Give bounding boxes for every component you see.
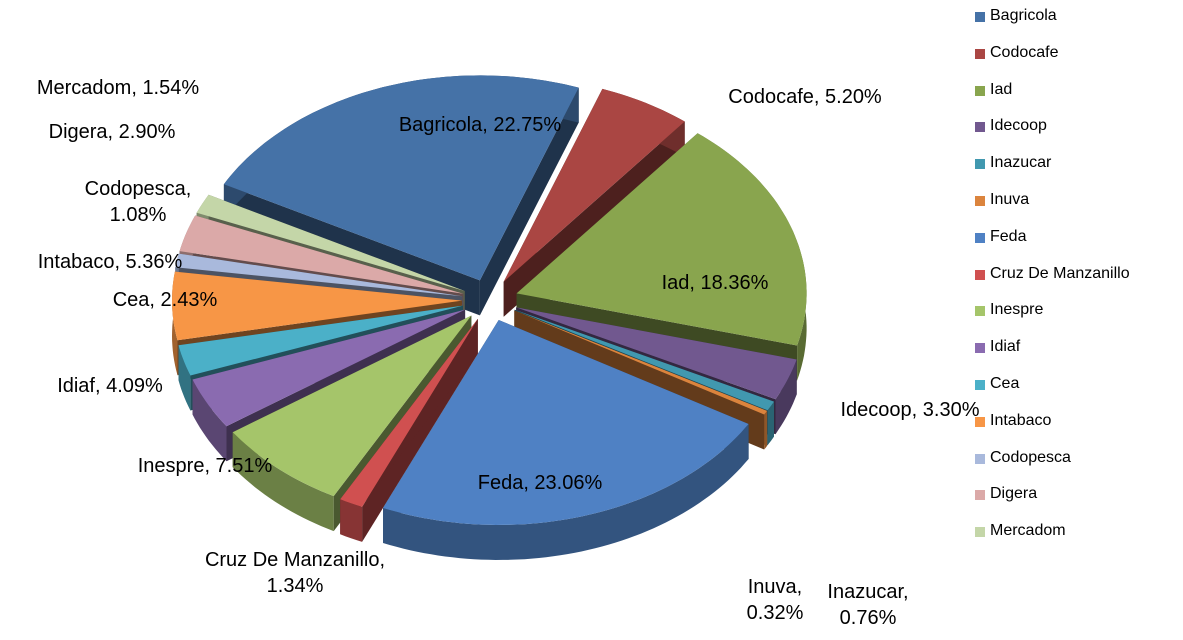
- slice: [172, 271, 462, 341]
- legend-swatch: [975, 12, 985, 22]
- slice: [175, 253, 463, 297]
- legend-swatch: [975, 453, 985, 464]
- slice: [178, 305, 463, 376]
- data-label: Mercadom, 1.54%: [36, 77, 200, 99]
- legend-swatch: [975, 85, 985, 96]
- slice-side: [383, 424, 749, 560]
- slice-side: [764, 410, 768, 450]
- legend-label: Idecoop: [990, 117, 1047, 135]
- legend-swatch: [975, 416, 985, 427]
- data-label: Inazucar, 0.76%: [827, 581, 909, 629]
- legend-swatch: [975, 527, 985, 538]
- data-label: Inuva, 0.32%: [746, 576, 804, 624]
- legend-label: Codopesca: [990, 448, 1071, 466]
- data-label: Cruz De Manzanillo, 1.34%: [204, 549, 386, 597]
- legend-label: Digera: [990, 485, 1038, 503]
- slice: [179, 215, 464, 294]
- slice: [196, 194, 465, 291]
- slice: [514, 309, 774, 411]
- slice-face: [479, 87, 579, 316]
- data-label: Idiaf, 4.09%: [57, 375, 163, 397]
- legend-label: Iad: [990, 80, 1013, 98]
- slice-side: [775, 359, 797, 435]
- data-label: Idecoop, 3.30%: [840, 399, 980, 421]
- legend-swatch: [975, 232, 985, 243]
- legend-label: Feda: [990, 227, 1027, 245]
- legend-swatch: [975, 122, 985, 133]
- legend-swatch: [975, 48, 985, 59]
- slice: [503, 88, 685, 282]
- slice: [232, 315, 472, 497]
- legend-swatch: [975, 306, 985, 317]
- legend-label: Bagricola: [990, 7, 1057, 24]
- legend-label: Cea: [990, 375, 1020, 392]
- legend-label: Mercadom: [990, 522, 1066, 540]
- legend-label: Inespre: [990, 301, 1044, 319]
- legend-label: Cruz De Manzanillo: [990, 264, 1130, 282]
- data-label: Intabaco, 5.36%: [37, 251, 183, 273]
- legend-swatch: [975, 380, 985, 390]
- slice: [223, 75, 579, 281]
- slice-side: [340, 499, 363, 542]
- data-label: Iad, 18.36%: [661, 272, 769, 294]
- data-label: Feda, 23.06%: [477, 472, 603, 494]
- legend-swatch: [975, 269, 985, 280]
- legend-label: Inazucar: [990, 154, 1052, 172]
- slice: [516, 307, 797, 400]
- legend-label: Inuva: [990, 191, 1030, 208]
- legend-swatch: [975, 159, 985, 170]
- legend-label: Intabaco: [990, 411, 1052, 429]
- slice: [340, 318, 478, 507]
- slice-face: [178, 305, 463, 381]
- data-label: Bagricola, 22.75%: [398, 114, 562, 136]
- data-label: Codopesca, 1.08%: [84, 178, 192, 226]
- legend-label: Codocafe: [990, 43, 1059, 61]
- legend-swatch: [975, 196, 985, 206]
- legend-label: Idiaf: [990, 338, 1021, 356]
- slice: [192, 309, 466, 427]
- slice: [383, 320, 749, 525]
- slice-side: [178, 345, 191, 411]
- data-label: Digera, 2.90%: [48, 121, 176, 143]
- legend-swatch: [975, 490, 985, 501]
- slice: [514, 310, 768, 415]
- slice-side: [192, 379, 227, 462]
- data-label: Cea, 2.43%: [112, 289, 218, 311]
- slice-side: [232, 432, 334, 532]
- slice: [516, 133, 807, 346]
- slice-side: [767, 401, 774, 446]
- data-label: Codocafe, 5.20%: [728, 86, 882, 108]
- data-label: Inespre, 7.51%: [137, 455, 273, 477]
- legend-swatch: [975, 343, 985, 354]
